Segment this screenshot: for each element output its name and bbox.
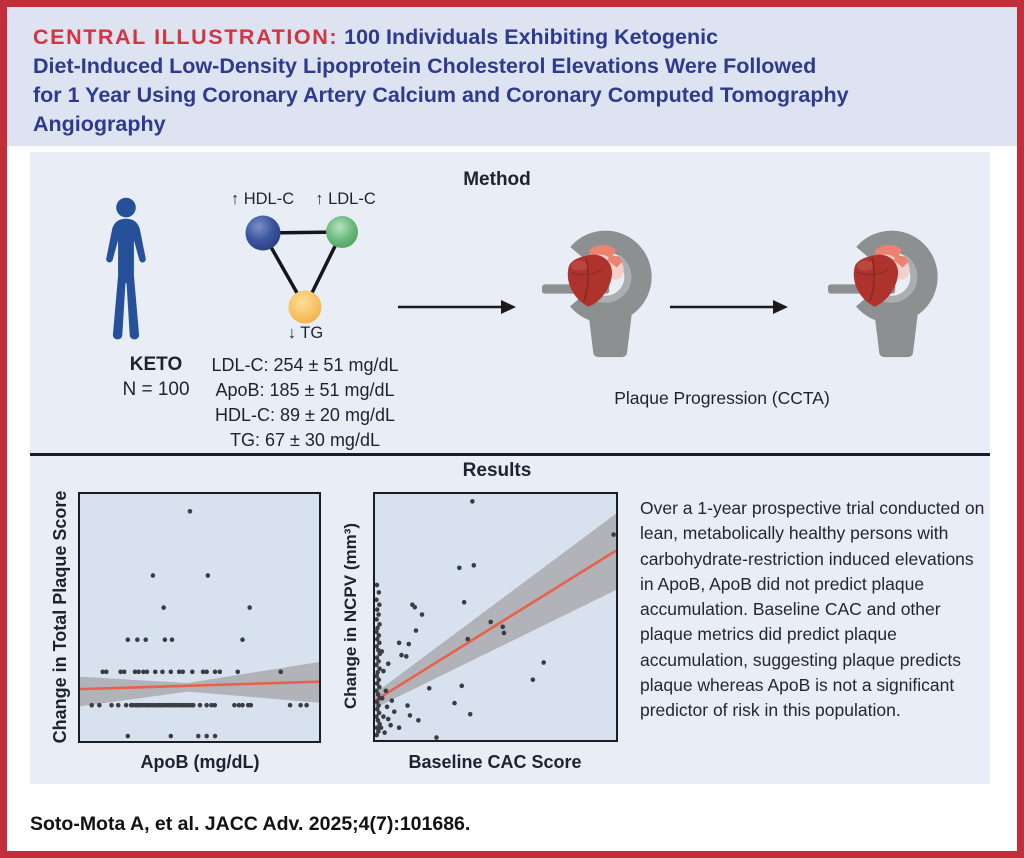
title-text-3: for 1 Year Using Coronary Artery Calcium… — [33, 83, 849, 107]
title-text-4: Angiography — [33, 112, 166, 136]
section-divider — [30, 453, 990, 456]
title-text-1: 100 Individuals Exhibiting Ketogenic — [344, 25, 719, 49]
lipid-value-tg: TG: 67 ± 30 mg/dL — [230, 430, 380, 450]
title-line: CENTRAL ILLUSTRATION: 100 Individuals Exh… — [33, 23, 989, 52]
ldl-node-icon — [326, 216, 358, 248]
ldl-up-label: ↑ LDL-C — [315, 190, 376, 208]
x-axis-label-cac: Baseline CAC Score — [408, 752, 582, 772]
tg-node-icon — [288, 290, 322, 324]
results-heading: Results — [462, 460, 532, 481]
ccta-label: Plaque Progression (CCTA) — [614, 388, 830, 408]
ct-scanner-icon — [542, 216, 654, 362]
arrow-right-icon — [398, 298, 516, 316]
title-text-2: Diet-Induced Low-Density Lipoprotein Cho… — [33, 54, 817, 78]
cohort-size: N = 100 — [122, 379, 190, 400]
lipid-value-apob: ApoB: 185 ± 51 mg/dL — [215, 380, 395, 400]
results-summary: Over a 1-year prospective trial conducte… — [640, 498, 985, 721]
y-axis-label-ncpv: Change in NCPV (mm³) — [341, 522, 360, 710]
hdl-up-label: ↑ HDL-C — [230, 190, 295, 208]
figure-title: CENTRAL ILLUSTRATION: 100 Individuals Exh… — [7, 7, 1017, 146]
y-axis-label-plaque-score: Change in Total Plaque Score — [50, 490, 70, 744]
lipid-value-ldl: LDL-C: 254 ± 51 mg/dL — [211, 355, 399, 375]
cac-scatter-chart — [373, 492, 618, 742]
lipid-triangle-icon — [245, 215, 358, 324]
citation: Soto-Mota A, et al. JACC Adv. 2025;4(7):… — [30, 813, 471, 835]
cohort-label: KETO N = 100 — [76, 352, 236, 402]
cohort-name: KETO — [129, 354, 183, 375]
apob-scatter-chart — [78, 492, 321, 743]
title-label: CENTRAL ILLUSTRATION: — [33, 25, 339, 49]
lipid-values-block: LDL-C: 254 ± 51 mg/dL ApoB: 185 ± 51 mg/… — [185, 353, 425, 453]
x-axis-label-apob: ApoB (mg/dL) — [140, 752, 260, 772]
ct-scanner-icon — [828, 216, 940, 362]
hdl-node-icon — [245, 215, 281, 251]
method-heading: Method — [463, 169, 531, 190]
person-icon — [106, 197, 146, 340]
arrow-right-icon — [670, 298, 790, 316]
tg-down-label: ↓ TG — [287, 324, 324, 342]
figure-panel: Method KETO N = 100 ↑ HDL-C ↑ LDL-C ↓ TG… — [30, 152, 990, 784]
lipid-value-hdl: HDL-C: 89 ± 20 mg/dL — [215, 405, 395, 425]
